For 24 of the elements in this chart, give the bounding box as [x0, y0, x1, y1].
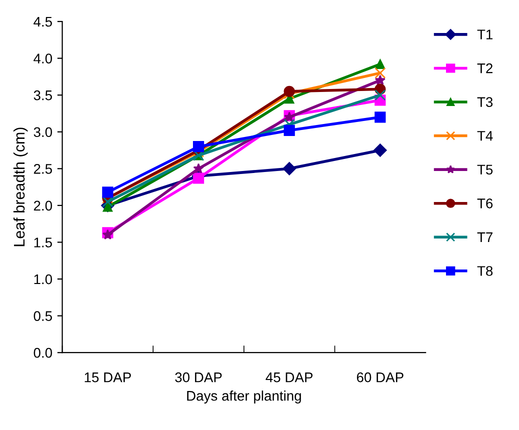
y-tick-label: 3.5 — [34, 90, 52, 100]
legend-label: T3 — [477, 97, 493, 107]
y-tick-label: 2.5 — [34, 164, 52, 174]
x-tick-label: 60 DAP — [356, 372, 404, 382]
y-tick-label: 4.0 — [34, 54, 52, 64]
legend-label: T4 — [477, 131, 493, 141]
legend-label: T2 — [477, 63, 492, 74]
y-tick-label: 4.5 — [34, 16, 52, 27]
legend-label: T6 — [477, 198, 493, 208]
legend-label: T7 — [477, 232, 492, 242]
legend-label: T8 — [477, 266, 493, 276]
y-tick-label: 3.0 — [34, 127, 52, 138]
legend-label: T1 — [477, 30, 492, 40]
x-axis-title: Days after planting — [187, 390, 301, 404]
y-tick-label: 0.5 — [34, 311, 52, 321]
y-axis-title: Leaf breadth (cm) — [13, 128, 28, 246]
y-tick-label: 0.0 — [34, 348, 52, 358]
x-tick-label: 30 DAP — [175, 372, 222, 382]
y-tick-label: 2.0 — [34, 200, 52, 211]
y-tick-label: 1.0 — [34, 274, 52, 284]
legend-label: T5 — [477, 164, 493, 175]
y-tick-label: 1.5 — [34, 238, 52, 248]
x-tick-label: 15 DAP — [84, 372, 131, 382]
x-tick-label: 45 DAP — [266, 372, 313, 382]
